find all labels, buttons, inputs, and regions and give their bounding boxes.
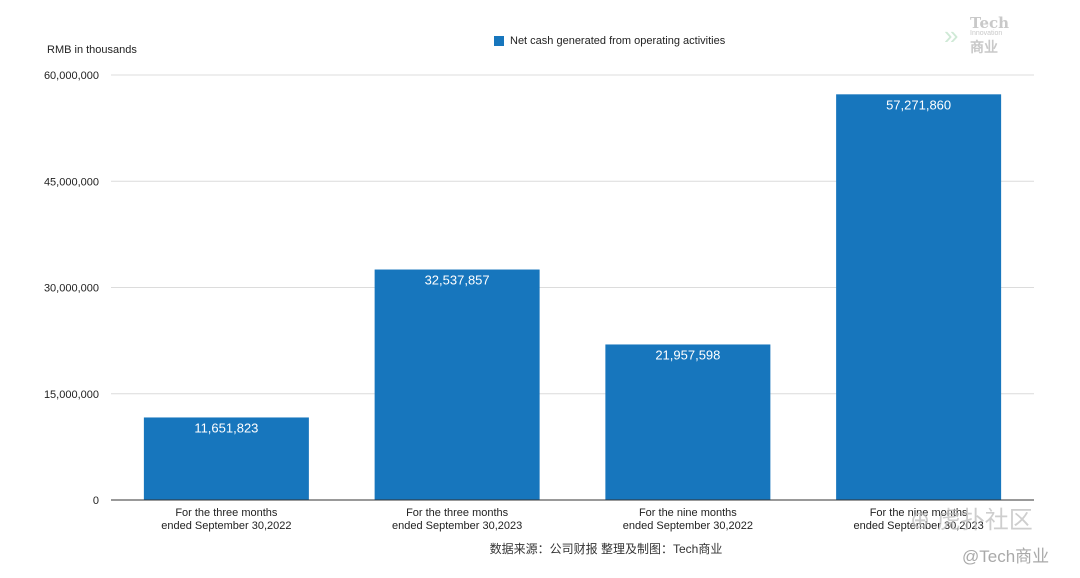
bar xyxy=(143,417,309,500)
x-tick-label: ended September 30,2023 xyxy=(853,520,983,532)
bar xyxy=(605,344,771,500)
source-note: 数据来源：公司财报 整理及制图：Tech商业 xyxy=(489,542,723,556)
logo-innovation-text: Innovation xyxy=(970,30,1003,37)
data-label: 32,537,857 xyxy=(425,273,490,288)
logo-tech-text: Tech xyxy=(970,14,1010,32)
tech-business-logo: » Tech Innovation 商业 xyxy=(944,12,1024,56)
bar xyxy=(836,94,1002,500)
x-tick-label: ended September 30,2023 xyxy=(392,520,522,532)
data-label: 11,651,823 xyxy=(194,420,258,435)
x-tick-label: ended September 30,2022 xyxy=(161,520,291,532)
logo-biz-text: 商业 xyxy=(970,39,998,55)
handle-watermark: @Tech商业 xyxy=(962,547,1050,566)
data-label: 57,271,860 xyxy=(886,97,951,112)
x-tick-label: For the nine months xyxy=(639,507,737,519)
community-watermark: ⊕ 虎扑社区 xyxy=(910,507,1033,534)
y-tick-label: 30,000,000 xyxy=(44,283,99,295)
x-tick-label: For the nine months xyxy=(870,507,968,519)
y-tick-label: 60,000,000 xyxy=(44,70,99,82)
chevron-icon: » xyxy=(944,20,959,50)
y-tick-label: 15,000,000 xyxy=(44,389,99,401)
x-tick-label: For the three months xyxy=(175,507,278,519)
bar xyxy=(374,269,540,500)
x-tick-label: For the three months xyxy=(406,507,509,519)
legend: Net cash generated from operating activi… xyxy=(494,35,725,47)
legend-label: Net cash generated from operating activi… xyxy=(510,35,726,47)
x-tick-label: ended September 30,2022 xyxy=(623,520,753,532)
legend-swatch xyxy=(494,36,504,46)
y-tick-label: 45,000,000 xyxy=(44,176,99,188)
y-axis-unit-label: RMB in thousands xyxy=(47,44,137,56)
data-label: 21,957,598 xyxy=(655,347,720,362)
y-tick-label: 0 xyxy=(93,495,99,507)
